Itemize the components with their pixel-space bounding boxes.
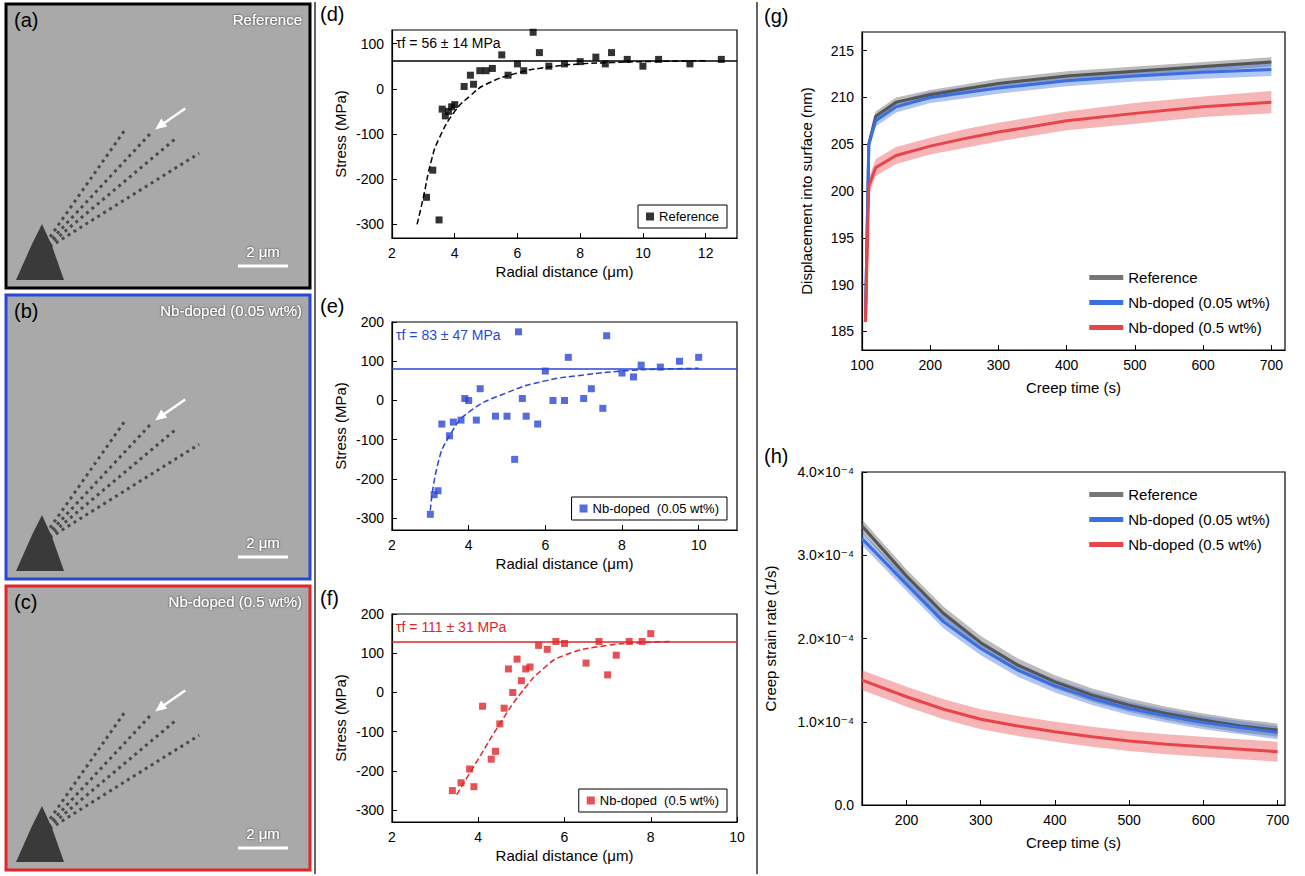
svg-text:10: 10 [729, 829, 745, 845]
svg-text:10: 10 [635, 245, 651, 261]
svg-text:(e): (e) [320, 295, 344, 317]
svg-text:(c): (c) [14, 591, 37, 613]
svg-text:100: 100 [361, 645, 385, 661]
svg-text:Reference: Reference [233, 11, 302, 28]
svg-text:0: 0 [376, 392, 384, 408]
svg-text:215: 215 [831, 43, 855, 59]
svg-text:Radial distance (μm): Radial distance (μm) [496, 555, 634, 572]
svg-text:Creep strain rate (1/s): Creep strain rate (1/s) [762, 566, 779, 712]
svg-text:700: 700 [1260, 357, 1284, 373]
svg-text:195: 195 [831, 230, 855, 246]
svg-text:τf = 56 ± 14 MPa: τf = 56 ± 14 MPa [396, 35, 501, 51]
svg-text:(a): (a) [14, 9, 38, 31]
svg-text:100: 100 [850, 357, 874, 373]
svg-text:Nb-doped (0.05 wt%): Nb-doped (0.05 wt%) [1128, 294, 1270, 311]
svg-text:200: 200 [361, 606, 385, 622]
svg-text:200: 200 [831, 183, 855, 199]
svg-text:8: 8 [576, 245, 584, 261]
svg-text:Nb-doped (0.5 wt%): Nb-doped (0.5 wt%) [1128, 319, 1261, 336]
svg-text:185: 185 [831, 323, 855, 339]
svg-text:(f): (f) [320, 587, 339, 609]
svg-text:8: 8 [618, 537, 626, 553]
svg-text:190: 190 [831, 277, 855, 293]
svg-text:Stress (MPa): Stress (MPa) [332, 382, 349, 470]
svg-text:0: 0 [376, 684, 384, 700]
svg-text:100: 100 [361, 36, 385, 52]
svg-text:-200: -200 [356, 171, 384, 187]
svg-text:500: 500 [1117, 812, 1141, 828]
svg-text:600: 600 [1192, 812, 1216, 828]
svg-text:4: 4 [474, 829, 482, 845]
svg-text:(d): (d) [320, 3, 344, 25]
svg-text:700: 700 [1266, 812, 1290, 828]
svg-text:4.0×10⁻⁴: 4.0×10⁻⁴ [797, 464, 854, 480]
svg-text:10: 10 [691, 537, 707, 553]
svg-text:Nb-doped (0.05 wt%): Nb-doped (0.05 wt%) [160, 302, 302, 319]
svg-text:4: 4 [451, 245, 459, 261]
svg-text:8: 8 [647, 829, 655, 845]
svg-text:τf = 111 ± 31 MPa: τf = 111 ± 31 MPa [396, 619, 507, 635]
svg-text:0.0: 0.0 [835, 797, 855, 813]
svg-text:(g): (g) [764, 5, 788, 27]
svg-text:Displacement into surface (nm): Displacement into surface (nm) [798, 87, 815, 295]
svg-text:6: 6 [541, 537, 549, 553]
svg-text:Nb-doped (0.5 wt%): Nb-doped (0.5 wt%) [1128, 536, 1261, 553]
svg-text:Stress (MPa): Stress (MPa) [332, 674, 349, 762]
svg-text:210: 210 [831, 89, 855, 105]
svg-text:400: 400 [1043, 812, 1067, 828]
svg-text:-100: -100 [356, 432, 384, 448]
svg-text:205: 205 [831, 136, 855, 152]
svg-text:-300: -300 [356, 510, 384, 526]
svg-text:1.0×10⁻⁴: 1.0×10⁻⁴ [797, 714, 854, 730]
svg-text:(b): (b) [14, 300, 38, 322]
svg-text:Creep time (s): Creep time (s) [1026, 379, 1121, 396]
svg-text:-100: -100 [356, 126, 384, 142]
svg-text:0: 0 [376, 81, 384, 97]
svg-text:2 μm: 2 μm [246, 825, 280, 842]
svg-text:600: 600 [1191, 357, 1215, 373]
svg-text:4: 4 [465, 537, 473, 553]
svg-text:Nb-doped (0.05 wt%): Nb-doped (0.05 wt%) [1128, 511, 1270, 528]
svg-text:200: 200 [361, 314, 385, 330]
svg-text:-300: -300 [356, 216, 384, 232]
svg-text:300: 300 [987, 357, 1011, 373]
svg-text:200: 200 [895, 812, 919, 828]
svg-text:Nb-doped (0.5 wt%): Nb-doped (0.5 wt%) [600, 793, 719, 808]
svg-text:300: 300 [969, 812, 993, 828]
svg-text:2: 2 [388, 829, 396, 845]
svg-text:2 μm: 2 μm [246, 534, 280, 551]
svg-text:-100: -100 [356, 724, 384, 740]
svg-text:400: 400 [1055, 357, 1079, 373]
svg-text:Reference: Reference [1128, 486, 1197, 503]
svg-text:-200: -200 [356, 471, 384, 487]
svg-text:-300: -300 [356, 802, 384, 818]
svg-text:Stress (MPa): Stress (MPa) [332, 90, 349, 178]
svg-text:Radial distance (μm): Radial distance (μm) [496, 847, 634, 864]
svg-text:Radial distance (μm): Radial distance (μm) [496, 263, 634, 280]
svg-text:Nb-doped (0.5 wt%): Nb-doped (0.5 wt%) [169, 593, 302, 610]
svg-text:200: 200 [919, 357, 943, 373]
svg-text:12: 12 [698, 245, 714, 261]
svg-text:Nb-doped (0.05 wt%): Nb-doped (0.05 wt%) [593, 501, 719, 516]
svg-text:2: 2 [388, 245, 396, 261]
svg-text:3.0×10⁻⁴: 3.0×10⁻⁴ [797, 547, 854, 563]
svg-text:2: 2 [388, 537, 396, 553]
svg-text:100: 100 [361, 353, 385, 369]
svg-text:2.0×10⁻⁴: 2.0×10⁻⁴ [797, 631, 854, 647]
svg-text:Creep time (s): Creep time (s) [1026, 834, 1121, 851]
svg-text:Reference: Reference [659, 209, 719, 224]
svg-text:(h): (h) [764, 445, 788, 467]
svg-text:τf = 83 ± 47 MPa: τf = 83 ± 47 MPa [396, 327, 501, 343]
svg-text:6: 6 [514, 245, 522, 261]
svg-text:6: 6 [561, 829, 569, 845]
svg-text:Reference: Reference [1128, 269, 1197, 286]
svg-text:-200: -200 [356, 763, 384, 779]
svg-text:2 μm: 2 μm [246, 243, 280, 260]
svg-text:500: 500 [1123, 357, 1147, 373]
